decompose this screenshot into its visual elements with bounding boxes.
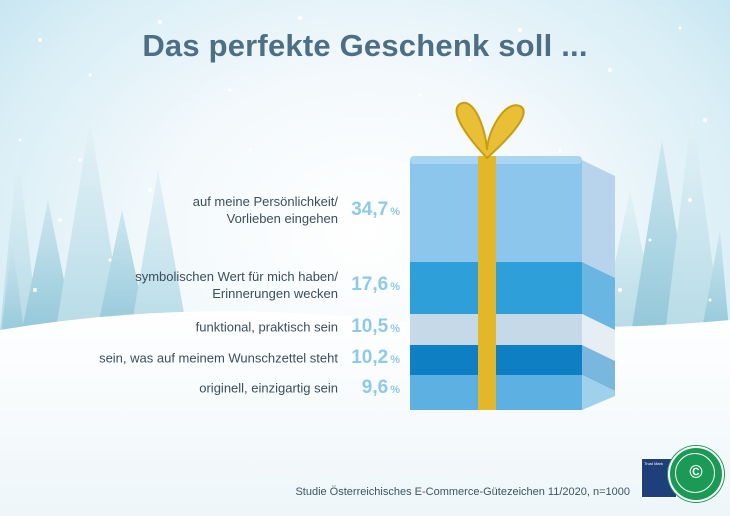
page-title: Das perfekte Geschenk soll ...	[142, 28, 588, 63]
bow-icon	[455, 101, 525, 160]
data-label: 10,5%	[351, 316, 400, 337]
c-check-icon: ©	[689, 462, 703, 482]
legend-label: originell, einzigartig sein	[199, 380, 338, 396]
snowflakes	[18, 16, 712, 302]
guetezeichen-seal-logo: ©	[668, 446, 724, 502]
legend-label: funktional, praktisch sein	[195, 319, 338, 335]
legend-label: sein, was auf meinem Wunschzettel steht	[99, 350, 338, 366]
source-note: Studie Österreichisches E-Commerce-Gütez…	[295, 486, 630, 498]
flag-text: Trust Mark	[644, 461, 663, 466]
box-side-persoenlichkeit	[582, 160, 615, 278]
legend-label: auf meine Persönlichkeit/ Vorlieben eing…	[192, 194, 338, 226]
data-label: 10,2%	[351, 347, 400, 368]
ribbon	[478, 156, 496, 410]
legend-row: funktional, praktisch sein 10,5%	[40, 307, 400, 347]
legend-row: sein, was auf meinem Wunschzettel steht …	[40, 338, 400, 378]
seal-ring	[675, 453, 715, 493]
data-label: 17,6%	[351, 274, 400, 295]
box-side-symbolisch	[582, 262, 615, 330]
box-side-wunschzettel	[582, 345, 615, 391]
data-label: 34,7%	[351, 199, 400, 220]
box-side-funktional	[582, 314, 615, 361]
gift-box	[410, 101, 615, 410]
trees-left	[0, 120, 188, 345]
legend-label: symbolischen Wert für mich haben/ Erinne…	[135, 269, 338, 301]
data-label: 9,6%	[361, 377, 400, 398]
trees-right	[600, 110, 730, 340]
legend-row: symbolischen Wert für mich haben/ Erinne…	[40, 265, 400, 305]
legend-row: auf meine Persönlichkeit/ Vorlieben eing…	[40, 190, 400, 230]
legend-row: originell, einzigartig sein 9,6%	[40, 368, 400, 408]
box-side-originell	[582, 375, 615, 410]
